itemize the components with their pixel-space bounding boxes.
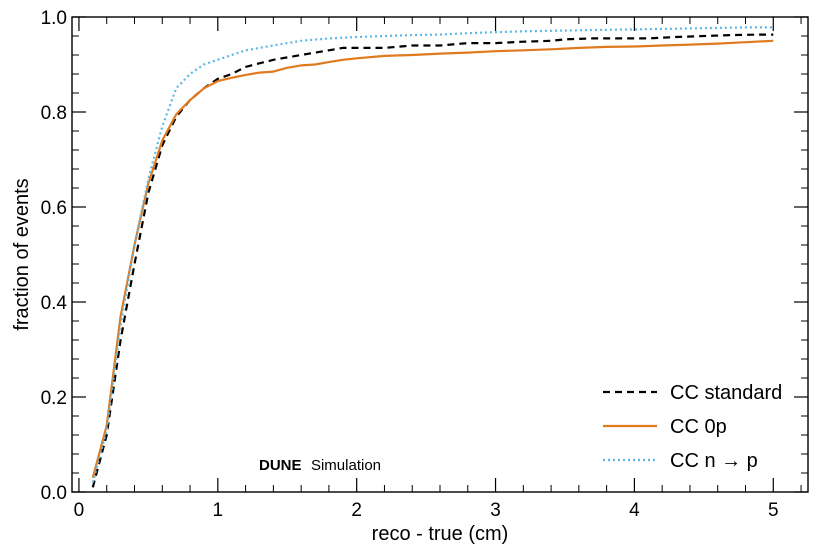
legend-label-2: CC n → p <box>670 450 758 472</box>
y-tick-label: 0.2 <box>41 388 67 409</box>
x-tick-label: 1 <box>213 500 224 521</box>
y-tick-label: 1.0 <box>41 8 67 29</box>
tick-labels-layer: 0 1 2 3 4 5 0.0 0.2 0.4 0.6 0.8 1.0 <box>41 8 779 521</box>
x-tick-label: 0 <box>74 500 85 521</box>
legend: CC standard CC 0p CC n → p <box>603 382 782 472</box>
series-line-0 <box>91 33 774 488</box>
series-line-1 <box>91 39 774 479</box>
dune-label: DUNE <box>259 457 302 474</box>
x-tick-label: 2 <box>351 500 362 521</box>
legend-label-1: CC 0p <box>670 416 727 438</box>
y-tick-label: 0.0 <box>41 483 67 504</box>
y-axis-title: fraction of events <box>11 178 33 330</box>
simulation-label: Simulation <box>311 457 381 474</box>
x-tick-label: 3 <box>490 500 501 521</box>
ticks-layer <box>72 16 808 493</box>
y-tick-label: 0.8 <box>41 103 67 124</box>
x-tick-label: 4 <box>629 500 640 521</box>
series-line-2 <box>91 26 774 483</box>
y-tick-label: 0.6 <box>41 198 67 219</box>
x-tick-label: 5 <box>768 500 779 521</box>
x-axis-title: reco - true (cm) <box>372 523 509 545</box>
y-tick-label: 0.4 <box>41 293 68 314</box>
plot-frame <box>71 16 809 493</box>
series-layer <box>91 26 774 488</box>
dune-simulation-annotation: DUNE Simulation <box>259 457 381 474</box>
legend-label-0: CC standard <box>670 382 782 404</box>
